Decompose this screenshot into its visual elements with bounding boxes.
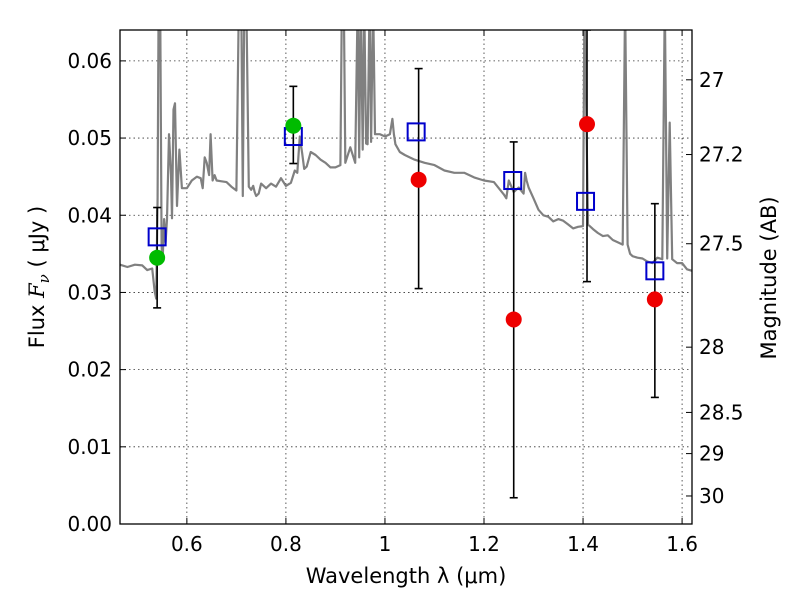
y-axis-title-prefix: Flux <box>25 298 49 348</box>
x-tick-label: 1.2 <box>468 532 500 556</box>
model-photometry-point <box>645 261 665 281</box>
y-tick-label: 0.05 <box>67 126 112 150</box>
y-tick-label: 0.01 <box>67 435 112 459</box>
axis-ticks: 0.6 0.8 1 1.2 1.4 1.6 0.00 0.01 0.02 0.03 0.04 0.05… <box>67 30 744 556</box>
y-axis-title-unit: ( μJy ) <box>25 206 49 274</box>
y-axis-title-subscript: ν <box>35 274 53 283</box>
plot-frame <box>119 29 693 525</box>
y-tick-label: 0.02 <box>67 358 112 382</box>
observed-point-red <box>505 311 522 328</box>
observed-point-red <box>579 116 596 133</box>
observed-point-red <box>410 171 427 188</box>
y-axis-title-right: Magnitude (AB) <box>757 196 781 359</box>
x-tick-label: 1.6 <box>666 532 698 556</box>
magnitude-tick-label: 27.5 <box>699 232 744 256</box>
x-tick-label: 0.6 <box>171 532 203 556</box>
x-axis-title: Wavelength λ (μm) <box>306 564 507 588</box>
y-tick-label: 0.04 <box>67 203 112 227</box>
y-axis-title-left: Flux Fν ( μJy ) <box>25 206 53 348</box>
y-tick-label: 0.03 <box>67 280 112 304</box>
y-tick-label: 0.00 <box>67 512 112 536</box>
y-tick-label: 0.06 <box>67 49 112 73</box>
model-photometry-point <box>406 122 426 142</box>
model-photometry-point <box>576 191 596 211</box>
model-spectrum-line <box>120 30 692 300</box>
x-tick-label: 0.8 <box>270 532 302 556</box>
magnitude-tick-label: 28.5 <box>699 400 744 424</box>
grid <box>120 30 692 525</box>
x-tick-label: 1.4 <box>567 532 599 556</box>
model-photometry-point <box>503 171 523 191</box>
magnitude-tick-label: 28 <box>699 335 724 359</box>
magnitude-tick-label: 29 <box>699 442 724 466</box>
observed-point-green <box>285 117 302 134</box>
x-tick-label: 1 <box>379 532 392 556</box>
magnitude-tick-label: 30 <box>699 484 724 508</box>
magnitude-tick-label: 27 <box>699 68 724 92</box>
model-photometry-point <box>147 227 167 247</box>
observed-point-red <box>646 291 663 308</box>
observed-point-green <box>149 249 166 266</box>
magnitude-tick-label: 27.2 <box>699 143 744 167</box>
y-axis-title-symbol: F <box>25 282 49 299</box>
plot-area <box>120 30 692 499</box>
